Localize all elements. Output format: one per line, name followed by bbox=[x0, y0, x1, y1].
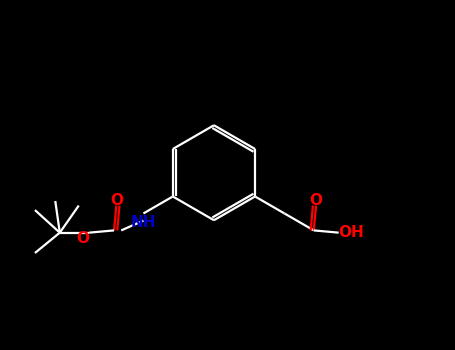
Text: OH: OH bbox=[338, 225, 364, 240]
Text: NH: NH bbox=[131, 215, 156, 230]
Text: O: O bbox=[309, 193, 323, 208]
Text: O: O bbox=[76, 231, 89, 246]
Text: O: O bbox=[110, 193, 123, 208]
